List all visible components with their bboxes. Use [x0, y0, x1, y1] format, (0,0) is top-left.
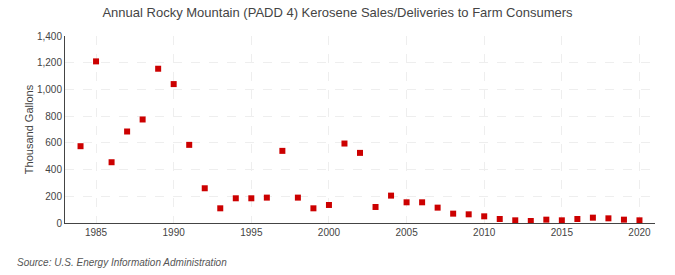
- svg-text:1,400: 1,400: [37, 31, 62, 42]
- svg-text:800: 800: [45, 111, 62, 122]
- svg-text:2015: 2015: [551, 227, 574, 238]
- svg-text:Thousand Gallons: Thousand Gallons: [23, 84, 35, 174]
- svg-text:400: 400: [45, 164, 62, 175]
- svg-text:Annual Rocky Mountain (PADD 4): Annual Rocky Mountain (PADD 4) Kerosene …: [102, 5, 573, 20]
- svg-text:1990: 1990: [163, 227, 186, 238]
- svg-text:1985: 1985: [85, 227, 108, 238]
- svg-text:0: 0: [56, 218, 62, 229]
- svg-text:2020: 2020: [628, 227, 651, 238]
- svg-text:1,200: 1,200: [37, 57, 62, 68]
- svg-text:600: 600: [45, 137, 62, 148]
- svg-text:2010: 2010: [473, 227, 496, 238]
- svg-text:Source: U.S. Energy Informatio: Source: U.S. Energy Information Administ…: [17, 257, 227, 268]
- svg-text:2000: 2000: [318, 227, 341, 238]
- svg-text:1995: 1995: [240, 227, 263, 238]
- svg-text:200: 200: [45, 191, 62, 202]
- svg-text:1,000: 1,000: [37, 84, 62, 95]
- svg-text:2005: 2005: [395, 227, 418, 238]
